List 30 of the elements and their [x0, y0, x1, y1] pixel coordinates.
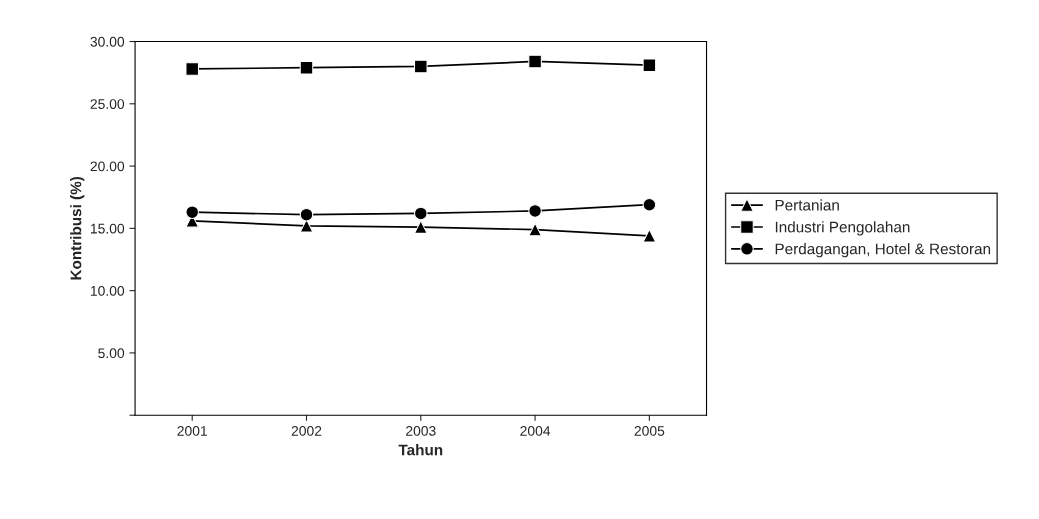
point — [299, 207, 314, 222]
y-tick-label: 25.00 — [90, 99, 125, 109]
point — [642, 58, 657, 72]
x-tick-label: 2003 — [406, 425, 436, 436]
point — [414, 220, 428, 234]
legend-label: Pertanian — [775, 199, 839, 211]
point — [299, 219, 314, 233]
y-tick-label: 20.00 — [90, 161, 125, 172]
y-tick-label: 5.00 — [98, 348, 125, 359]
point — [299, 60, 314, 75]
point — [528, 222, 542, 237]
y-tick-label: 10.00 — [90, 285, 125, 296]
x-tick-label: 2004 — [520, 425, 551, 436]
legend-label: Industri Pengolahan — [775, 221, 910, 236]
x-tick-label: 2001 — [177, 425, 207, 436]
point — [414, 59, 428, 74]
point — [185, 205, 199, 219]
x-axis-title: Tahun — [398, 444, 443, 456]
legend-label: Perdagangan, Hotel & Restoran — [775, 243, 991, 258]
point — [528, 54, 542, 69]
point — [642, 197, 657, 212]
point — [414, 206, 428, 221]
x-tick-label: 2005 — [634, 425, 665, 436]
point — [528, 204, 542, 218]
y-tick-label: 15.00 — [90, 223, 125, 234]
y-tick-label: 30.00 — [90, 36, 125, 47]
point — [185, 62, 199, 76]
point — [642, 229, 657, 243]
y-axis-title: Kontribusi (%) — [70, 176, 85, 280]
x-tick-label: 2002 — [291, 425, 322, 436]
